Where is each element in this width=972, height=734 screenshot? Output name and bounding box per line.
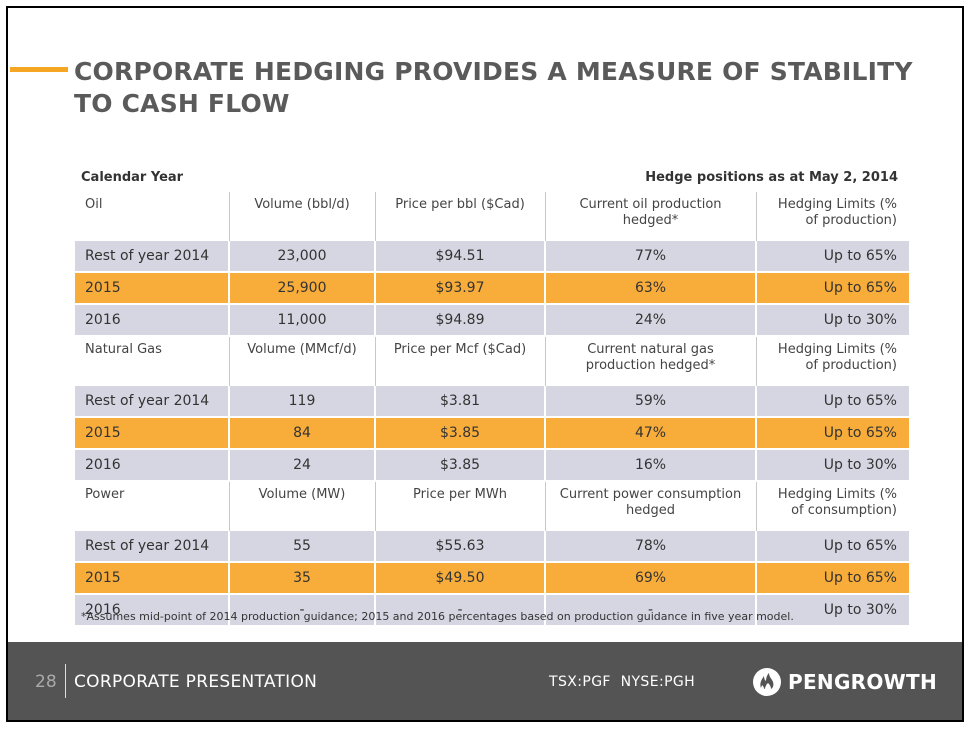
slide-title: CORPORATE HEDGING PROVIDES A MEASURE OF …: [74, 57, 913, 118]
hedge-positions-label: Hedge positions as at May 2, 2014: [645, 170, 898, 185]
hedging-limits-header: Hedging Limits (% of consumption): [755, 481, 909, 531]
hedged-pct-cell: -: [544, 594, 756, 627]
section-name: Natural Gas: [75, 336, 229, 386]
period-cell: Rest of year 2014: [75, 386, 229, 418]
volume-cell: 84: [228, 417, 375, 450]
table-row: 2015 25,900 $93.97 63% Up to 65%: [75, 272, 909, 305]
hedging-table: Oil Volume (bbl/d) Price per bbl ($Cad) Cur…: [75, 192, 909, 627]
calendar-year-label: Calendar Year: [81, 170, 184, 185]
period-cell: Rest of year 2014: [75, 531, 229, 563]
volume-cell: 11,000: [228, 304, 375, 337]
hedged-header: Current natural gas production hedged*: [544, 336, 756, 386]
table-row: 2015 84 $3.85 47% Up to 65%: [75, 417, 909, 450]
hedged-pct-cell: 16%: [544, 449, 756, 482]
ticker-symbols: TSX:PGF NYSE:PGH: [549, 674, 696, 690]
price-cell: -: [374, 594, 545, 627]
price-cell: $49.50: [374, 562, 545, 595]
section-header-row: Natural Gas Volume (MMcf/d) Price per Mcf …: [75, 336, 909, 386]
hedged-pct-cell: 77%: [544, 241, 756, 273]
table-row: 2016 11,000 $94.89 24% Up to 30%: [75, 304, 909, 337]
page-number: 28: [35, 672, 57, 692]
price-cell: $94.51: [374, 241, 545, 273]
table-row: 2015 35 $49.50 69% Up to 65%: [75, 562, 909, 595]
hedged-pct-cell: 59%: [544, 386, 756, 418]
pengrowth-flame-icon: [753, 668, 781, 696]
hedging-limit-cell: Up to 65%: [755, 417, 909, 450]
volume-header: Volume (bbl/d): [228, 192, 375, 241]
hedged-header: Current oil production hedged*: [544, 192, 756, 241]
section-header-row: Oil Volume (bbl/d) Price per bbl ($Cad) Cur…: [75, 192, 909, 241]
table-row: 2016 24 $3.85 16% Up to 30%: [75, 449, 909, 482]
hedging-limit-cell: Up to 65%: [755, 562, 909, 595]
footnote: *Assumes mid-point of 2014 production gu…: [81, 610, 794, 623]
volume-cell: 24: [228, 449, 375, 482]
period-cell: 2016: [75, 304, 229, 337]
price-cell: $3.85: [374, 417, 545, 450]
logo-wordmark: PENGROWTH: [788, 670, 938, 694]
period-cell: 2015: [75, 562, 229, 595]
hedged-pct-cell: 78%: [544, 531, 756, 563]
slide-footer: 28 CORPORATE PRESENTATION TSX:PGF NYSE:P…: [8, 642, 962, 720]
section-header-row: Power Volume (MW) Price per MWh Current pow…: [75, 481, 909, 531]
hedging-limit-cell: Up to 65%: [755, 241, 909, 273]
table-row: Rest of year 2014 23,000 $94.51 77% Up to 65…: [75, 241, 909, 273]
hedged-pct-cell: 24%: [544, 304, 756, 337]
price-cell: $3.81: [374, 386, 545, 418]
hedging-limits-header: Hedging Limits (% of production): [755, 192, 909, 241]
period-cell: 2016: [75, 594, 229, 627]
section-name: Power: [75, 481, 229, 531]
price-header: Price per Mcf ($Cad): [374, 336, 545, 386]
hedging-limit-cell: Up to 65%: [755, 272, 909, 305]
hedged-header: Current power consumption hedged: [544, 481, 756, 531]
period-cell: Rest of year 2014: [75, 241, 229, 273]
volume-cell: 35: [228, 562, 375, 595]
company-logo: PENGROWTH: [752, 666, 937, 698]
price-cell: $55.63: [374, 531, 545, 563]
hedging-limit-cell: Up to 30%: [755, 594, 909, 627]
volume-cell: 23,000: [228, 241, 375, 273]
price-cell: $94.89: [374, 304, 545, 337]
title-accent-bar: [10, 67, 68, 72]
hedged-pct-cell: 47%: [544, 417, 756, 450]
volume-header: Volume (MMcf/d): [228, 336, 375, 386]
volume-cell: 25,900: [228, 272, 375, 305]
hedged-pct-cell: 69%: [544, 562, 756, 595]
hedging-limit-cell: Up to 30%: [755, 304, 909, 337]
price-cell: $3.85: [374, 449, 545, 482]
table-row: 2016- - - Up to 30%: [75, 594, 909, 627]
hedging-limit-cell: Up to 65%: [755, 386, 909, 418]
hedged-pct-cell: 63%: [544, 272, 756, 305]
volume-header: Volume (MW): [228, 481, 375, 531]
volume-cell: -: [228, 594, 375, 627]
table-row: Rest of year 2014 119 $3.81 59% Up to 65%: [75, 386, 909, 418]
hedging-limits-header: Hedging Limits (% of production): [755, 336, 909, 386]
price-cell: $93.97: [374, 272, 545, 305]
period-cell: 2015: [75, 272, 229, 305]
hedging-limit-cell: Up to 65%: [755, 531, 909, 563]
price-header: Price per bbl ($Cad): [374, 192, 545, 241]
price-header: Price per MWh: [374, 481, 545, 531]
section-name: Oil: [75, 192, 229, 241]
hedging-limit-cell: Up to 30%: [755, 449, 909, 482]
slide: CORPORATE HEDGING PROVIDES A MEASURE OF …: [6, 6, 964, 722]
table-row: Rest of year 2014 55 $55.63 78% Up to 65%: [75, 531, 909, 563]
volume-cell: 55: [228, 531, 375, 563]
presentation-label: CORPORATE PRESENTATION: [74, 672, 318, 692]
period-cell: 2015: [75, 417, 229, 450]
period-cell: 2016: [75, 449, 229, 482]
volume-cell: 119: [228, 386, 375, 418]
footer-divider: [65, 664, 66, 698]
